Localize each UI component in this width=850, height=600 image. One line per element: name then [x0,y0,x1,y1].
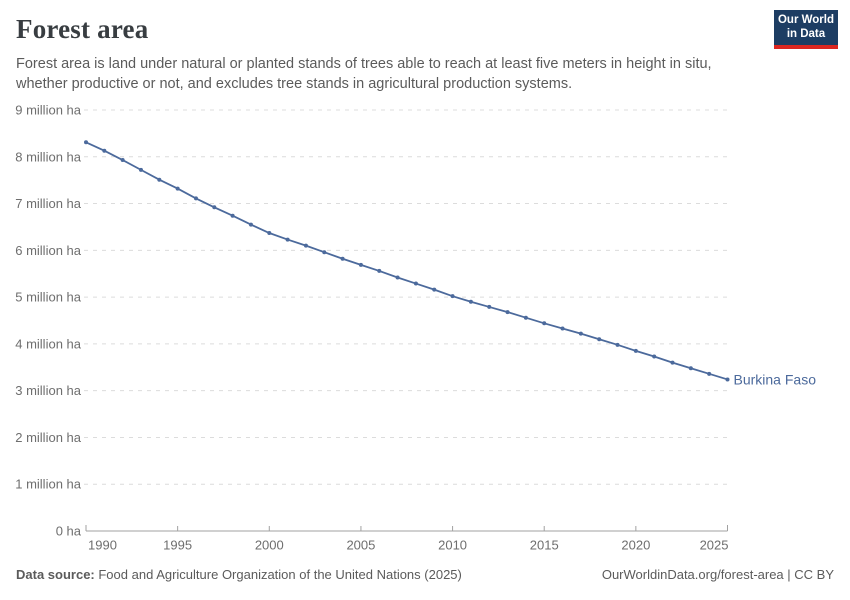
x-axis-tick-label: 1990 [88,538,117,553]
x-axis-tick-label: 2015 [530,538,559,553]
y-axis-tick-label: 8 million ha [15,149,82,164]
data-point-2012[interactable] [487,304,492,309]
data-point-2025[interactable] [725,377,730,382]
data-point-2010[interactable] [450,294,455,299]
data-point-2019[interactable] [615,342,620,347]
data-source-note: Data source: Food and Agriculture Organi… [16,567,462,582]
data-point-2002[interactable] [303,243,308,248]
data-point-2013[interactable] [505,310,510,315]
x-axis-tick-label: 1995 [163,538,192,553]
data-point-2008[interactable] [413,281,418,286]
chart-footer: Data source: Food and Agriculture Organi… [16,567,834,582]
data-point-2017[interactable] [578,331,583,336]
page-title: Forest area [16,14,149,44]
data-point-2004[interactable] [340,256,345,261]
y-axis-tick-label: 0 ha [56,524,82,539]
data-point-1991[interactable] [102,148,107,153]
data-source-label: Data source: [16,567,95,582]
series-label-burkina-faso[interactable]: Burkina Faso [734,371,817,387]
x-axis-tick-label: 2025 [700,538,729,553]
data-point-1990[interactable] [84,140,88,145]
x-axis-tick-label: 2005 [346,538,375,553]
y-axis-tick-label: 4 million ha [15,336,82,351]
data-point-1992[interactable] [120,158,125,163]
data-point-2003[interactable] [322,250,327,255]
y-axis-tick-label: 2 million ha [15,430,82,445]
y-axis-tick-label: 1 million ha [15,477,82,492]
y-axis-tick-label: 7 million ha [15,196,82,211]
data-point-2011[interactable] [468,299,473,304]
data-point-2007[interactable] [395,275,400,280]
data-point-2020[interactable] [633,348,638,353]
x-axis-tick-label: 2000 [255,538,284,553]
chart-header: Forest area Forest area is land under na… [16,14,834,94]
data-point-2023[interactable] [688,366,693,371]
owid-logo-text: Our World in Data [777,14,834,40]
data-point-2009[interactable] [432,287,437,292]
data-point-1993[interactable] [138,167,143,172]
y-axis-tick-label: 6 million ha [15,243,82,258]
chart-subtitle: Forest area is land under natural or pla… [16,56,712,92]
data-point-1994[interactable] [157,177,162,182]
data-point-1999[interactable] [248,222,253,227]
x-axis-tick-label: 2020 [621,538,650,553]
y-axis-tick-label: 5 million ha [15,290,82,305]
data-point-1996[interactable] [193,196,198,201]
data-point-2018[interactable] [597,337,602,342]
data-line-burkina-faso[interactable] [85,141,728,381]
data-source-text: Food and Agriculture Organization of the… [94,567,462,582]
data-point-2005[interactable] [358,262,363,267]
owid-logo[interactable]: Our World in Data [774,10,838,49]
data-point-1997[interactable] [212,205,217,210]
y-axis-tick-label: 3 million ha [15,383,82,398]
data-point-2001[interactable] [285,237,290,242]
data-point-2024[interactable] [707,371,712,376]
data-point-2000[interactable] [267,231,272,236]
x-axis-tick-label: 2010 [438,538,467,553]
data-point-2006[interactable] [377,268,382,273]
data-point-2021[interactable] [652,354,657,359]
data-point-2015[interactable] [542,321,547,326]
citation-link[interactable]: OurWorldinData.org/forest-area | CC BY [601,567,834,582]
data-point-2022[interactable] [670,360,675,365]
data-point-1998[interactable] [230,213,235,218]
data-point-2016[interactable] [560,326,565,331]
data-point-2014[interactable] [523,315,528,320]
data-point-1995[interactable] [175,186,180,191]
y-axis-tick-label: 9 million ha [15,103,82,118]
